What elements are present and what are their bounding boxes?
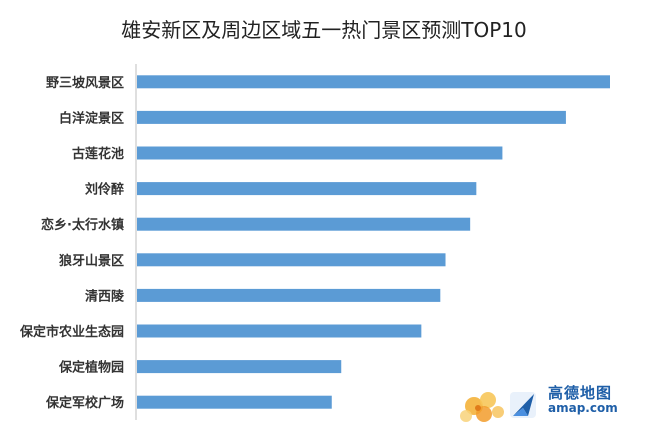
amap-logo-icon [460, 392, 536, 422]
category-label-4: 刘伶醉 [85, 182, 124, 198]
category-label-9: 保定植物园 [58, 360, 124, 376]
bar-10 [137, 395, 332, 409]
category-label-8: 保定市农业生态园 [19, 324, 124, 340]
bar-2 [137, 110, 566, 124]
bar-1 [137, 75, 610, 89]
category-label-5: 恋乡·太行水镇 [41, 217, 124, 233]
category-label-10: 保定军校广场 [45, 395, 124, 411]
bars-group [137, 75, 610, 409]
logo-domain-text: amap.com [548, 401, 618, 415]
chart-title: 雄安新区及周边区域五一热门景区预测TOP10 [121, 18, 527, 42]
category-label-1: 野三坡风景区 [46, 75, 124, 91]
category-label-7: 清西陵 [85, 288, 125, 304]
category-label-6: 狼牙山景区 [58, 253, 124, 269]
bar-9 [137, 360, 342, 374]
category-label-2: 白洋淀景区 [59, 110, 124, 126]
bar-7 [137, 288, 441, 302]
category-label-3: 古莲花池 [72, 146, 124, 162]
bar-8 [137, 324, 422, 338]
bar-4 [137, 182, 477, 196]
logo-brand-text: 高德地图 [548, 384, 613, 402]
category-labels-group: 野三坡风景区白洋淀景区古莲花池刘伶醉恋乡·太行水镇狼牙山景区清西陵保定市农业生态… [19, 75, 125, 411]
bar-6 [137, 253, 446, 267]
bar-5 [137, 217, 471, 231]
bar-3 [137, 146, 503, 160]
